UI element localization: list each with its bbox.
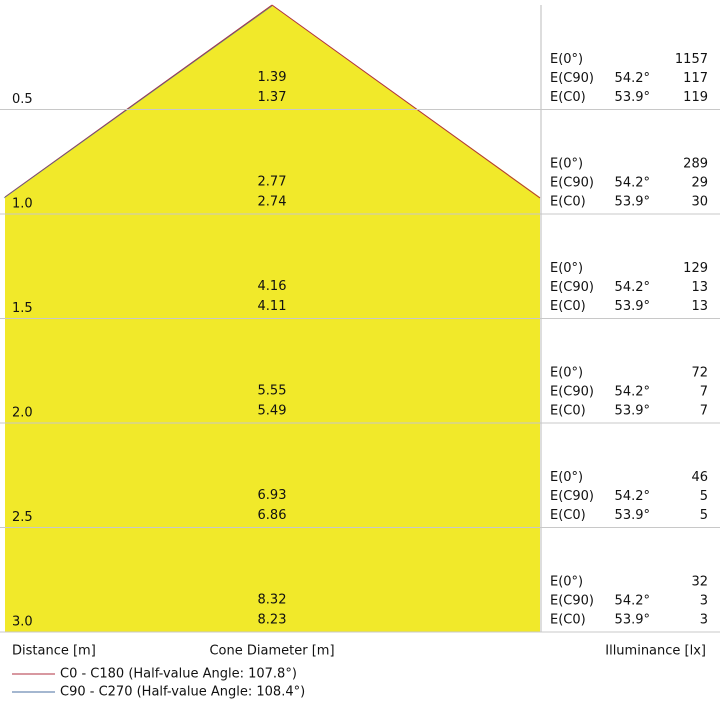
- illuminance-label: E(C0): [550, 299, 586, 314]
- angle-label: 53.9°: [615, 508, 650, 523]
- illuminance-value: 13: [691, 299, 708, 314]
- angle-label: 53.9°: [615, 90, 650, 105]
- diameter-label: 6.93: [258, 488, 287, 503]
- diameter-label: 1.39: [258, 70, 287, 85]
- c0-edge: [271, 4, 541, 199]
- diameter-label: 2.74: [258, 195, 287, 210]
- angle-label: 54.2°: [615, 71, 650, 86]
- illuminance-value: 5: [700, 489, 708, 504]
- illuminance-value: 7: [700, 385, 708, 400]
- illuminance-label: E(0°): [550, 575, 583, 590]
- illuminance-value: 1157: [675, 52, 708, 67]
- angle-label: 53.9°: [615, 195, 650, 210]
- angle-label: 53.9°: [615, 299, 650, 314]
- illuminance-label: E(0°): [550, 366, 583, 381]
- angle-label: 54.2°: [615, 489, 650, 504]
- diameter-label: 2.77: [258, 175, 287, 190]
- illuminance-label: E(0°): [550, 157, 583, 172]
- illuminance-value: 30: [691, 195, 708, 210]
- diameter-label: 5.55: [258, 384, 287, 399]
- distance-label: 2.0: [12, 406, 33, 421]
- illuminance-value: 13: [691, 280, 708, 295]
- illuminance-label: E(C0): [550, 404, 586, 419]
- legend-entry: C0 - C180 (Half-value Angle: 107.8°): [60, 667, 297, 682]
- footer-label: Distance [m]: [12, 644, 96, 659]
- illuminance-value: 32: [691, 575, 708, 590]
- diameter-label: 1.37: [258, 90, 287, 105]
- illuminance-label: E(0°): [550, 470, 583, 485]
- illuminance-label: E(C90): [550, 489, 594, 504]
- illuminance-value: 3: [700, 594, 708, 609]
- illuminance-label: E(C90): [550, 176, 594, 191]
- footer-label: Cone Diameter [m]: [209, 644, 334, 659]
- angle-label: 54.2°: [615, 280, 650, 295]
- illuminance-value: 129: [683, 261, 708, 276]
- distance-label: 3.0: [12, 615, 33, 630]
- illuminance-label: E(C0): [550, 195, 586, 210]
- footer-label: Illuminance [lx]: [605, 644, 706, 659]
- illuminance-label: E(C0): [550, 508, 586, 523]
- diameter-label: 4.16: [258, 279, 287, 294]
- illuminance-label: E(C90): [550, 594, 594, 609]
- illuminance-value: 3: [700, 613, 708, 628]
- diameter-label: 4.11: [258, 299, 287, 314]
- illuminance-value: 29: [691, 176, 708, 191]
- distance-label: 0.5: [12, 92, 33, 107]
- diameter-label: 8.32: [258, 593, 287, 608]
- illuminance-value: 289: [683, 157, 708, 172]
- diameter-label: 5.49: [258, 404, 287, 419]
- angle-label: 53.9°: [615, 404, 650, 419]
- illuminance-label: E(0°): [550, 261, 583, 276]
- angle-label: 54.2°: [615, 594, 650, 609]
- diameter-label: 8.23: [258, 613, 287, 628]
- illuminance-value: 5: [700, 508, 708, 523]
- distance-label: 2.5: [12, 510, 33, 525]
- legend-entry: C90 - C270 (Half-value Angle: 108.4°): [60, 685, 305, 700]
- illuminance-label: E(C0): [550, 613, 586, 628]
- c0-edge: [4, 4, 273, 198]
- illuminance-label: E(C90): [550, 280, 594, 295]
- angle-label: 54.2°: [615, 176, 650, 191]
- illuminance-label: E(0°): [550, 52, 583, 67]
- illuminance-label: E(C90): [550, 71, 594, 86]
- illuminance-value: 72: [691, 366, 708, 381]
- angle-label: 53.9°: [615, 613, 650, 628]
- illuminance-value: 119: [683, 90, 708, 105]
- distance-label: 1.5: [12, 301, 33, 316]
- angle-label: 54.2°: [615, 385, 650, 400]
- c90-edge: [3, 5, 273, 199]
- distance-label: 1.0: [12, 197, 33, 212]
- illuminance-value: 117: [683, 71, 708, 86]
- illuminance-label: E(C90): [550, 385, 594, 400]
- illuminance-value: 7: [700, 404, 708, 419]
- illuminance-label: E(C0): [550, 90, 586, 105]
- diameter-label: 6.86: [258, 508, 287, 523]
- illuminance-value: 46: [691, 470, 708, 485]
